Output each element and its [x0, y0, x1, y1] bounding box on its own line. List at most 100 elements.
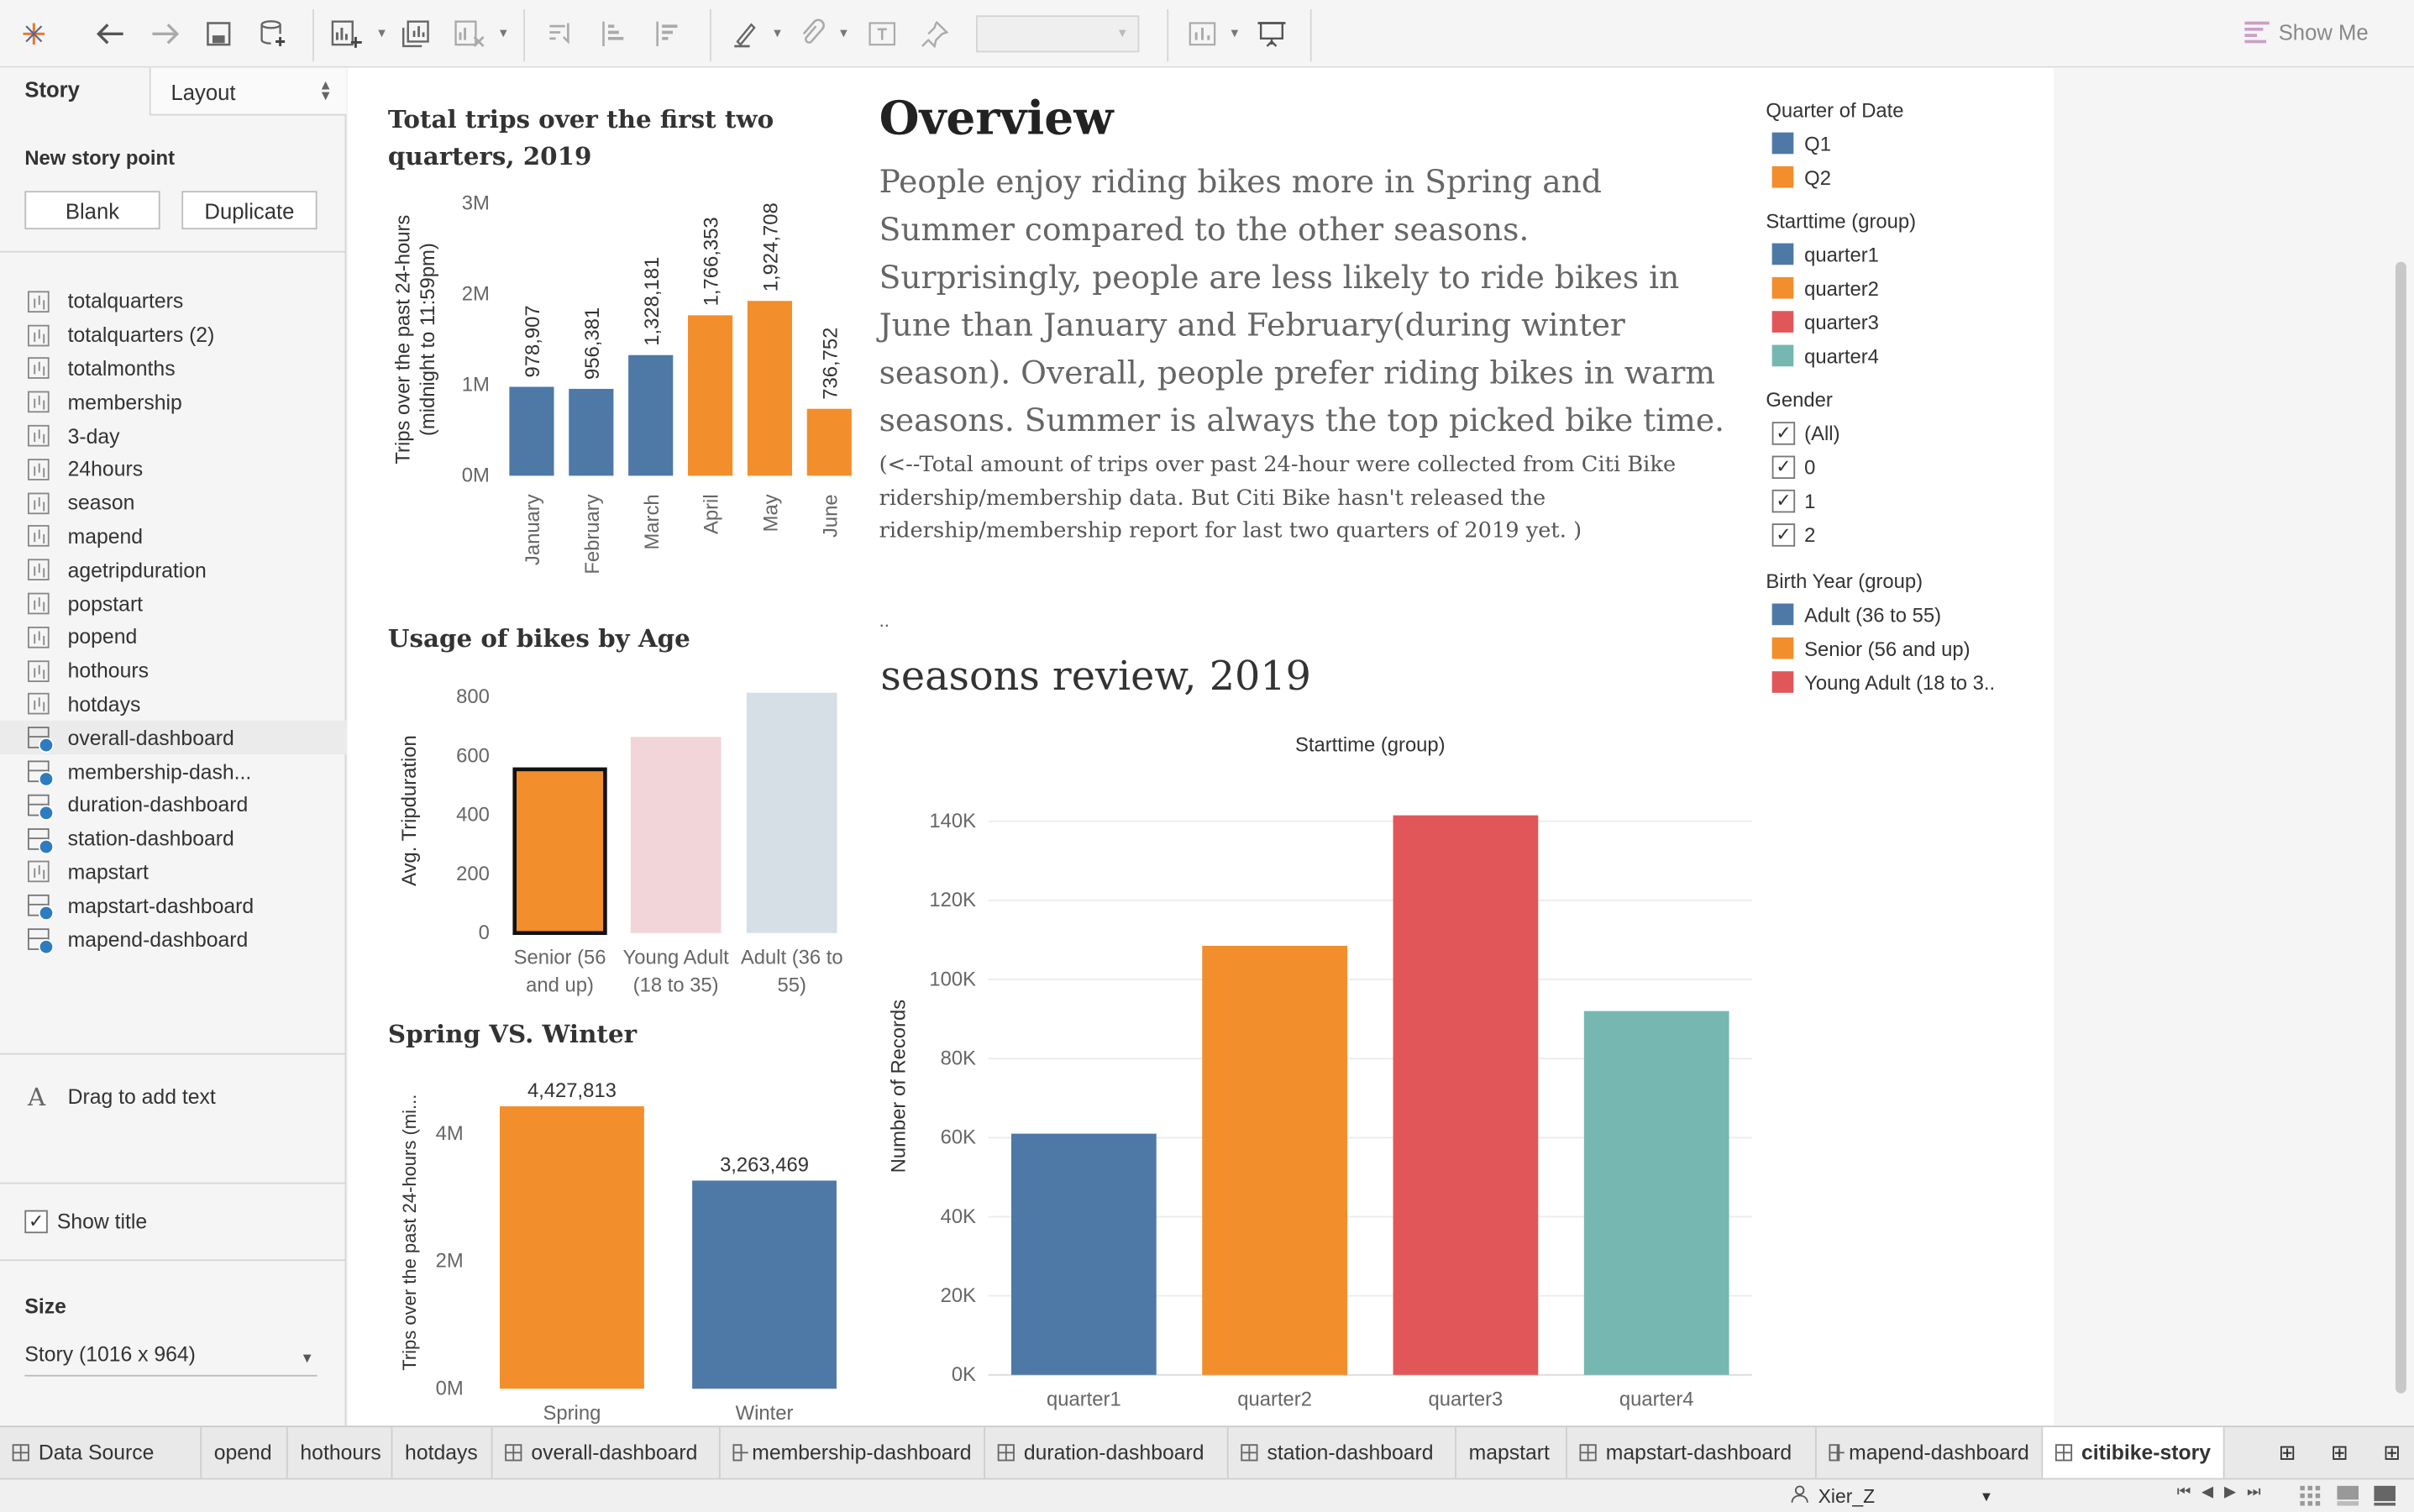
new-dashboard-icon[interactable]: ⊞: [2331, 1440, 2348, 1464]
tableau-logo-icon[interactable]: [15, 15, 52, 52]
filter-item[interactable]: ✓ 0: [1766, 449, 1839, 483]
grid-view-icon[interactable]: [2300, 1485, 2322, 1506]
filter-item[interactable]: ✓ 2: [1766, 517, 1839, 551]
highlight-icon[interactable]: [727, 15, 764, 52]
size-select[interactable]: Story (1016 x 964) ▼: [24, 1342, 317, 1377]
worksheet-icon: [27, 525, 50, 548]
filter-checkbox[interactable]: ✓: [1771, 421, 1796, 444]
tab-membership-dashboard[interactable]: membership-dashboard: [721, 1427, 986, 1478]
sheet-item[interactable]: mapstart: [0, 855, 346, 889]
back-icon[interactable]: [92, 15, 129, 52]
chevron-down-icon[interactable]: ▼: [837, 26, 850, 40]
filter-item[interactable]: ✓ 1: [1766, 484, 1839, 517]
seasons-chart[interactable]: 0K 20K 40K 60K 80K 100K 120K 140K Number of Reco…: [880, 721, 1761, 1425]
show-title-checkbox[interactable]: ✓: [24, 1210, 48, 1234]
legend-item[interactable]: Q2: [1766, 160, 1903, 194]
fit-icon[interactable]: [1185, 15, 1222, 52]
sheet-item[interactable]: mapstart-dashboard: [0, 889, 346, 922]
tab-citibike-story[interactable]: citibike-story: [2043, 1427, 2225, 1478]
filter-item[interactable]: ✓ (All): [1766, 416, 1840, 449]
sheet-item[interactable]: 3-day: [0, 419, 346, 453]
filter-checkbox[interactable]: ✓: [1771, 488, 1796, 512]
tabs-view-icon[interactable]: [2374, 1485, 2396, 1506]
tab-mapstart[interactable]: mapstart: [1456, 1427, 1567, 1478]
sheet-item[interactable]: totalmonths: [0, 352, 346, 386]
tab-hotdays[interactable]: hotdays: [392, 1427, 493, 1478]
sheet-item-label: membership: [67, 391, 182, 414]
age-usage-chart[interactable]: 0 200 400 600 800 Avg. Tripduration Senior (56…: [388, 669, 865, 1008]
group-icon[interactable]: [793, 15, 830, 52]
vertical-scrollbar[interactable]: [2395, 261, 2406, 1394]
legend-item[interactable]: quarter1: [1766, 237, 1916, 270]
legend-item[interactable]: quarter3: [1766, 305, 1916, 339]
pin-icon[interactable]: [916, 15, 953, 52]
tab-duration-dashboard[interactable]: duration-dashboard: [985, 1427, 1229, 1478]
sheet-item[interactable]: overall-dashboard: [0, 721, 347, 755]
label-icon[interactable]: [863, 15, 900, 52]
chevron-down-icon[interactable]: ▼: [1228, 26, 1241, 40]
sheet-item[interactable]: hotdays: [0, 688, 346, 722]
new-data-source-icon[interactable]: [254, 15, 291, 52]
duplicate-button[interactable]: Duplicate: [181, 191, 317, 230]
duplicate-sheet-icon[interactable]: [399, 15, 436, 52]
tab-mapend-dashboard[interactable]: mapend-dashboard: [1817, 1427, 2044, 1478]
chevron-down-icon[interactable]: ▼: [375, 26, 388, 40]
sheet-item[interactable]: popend: [0, 621, 346, 654]
tab-overall-dashboard[interactable]: overall-dashboard: [493, 1427, 721, 1478]
chevron-down-icon[interactable]: ▼: [497, 26, 510, 40]
tab-data-source[interactable]: Data Source: [0, 1427, 202, 1478]
tab-station-dashboard[interactable]: station-dashboard: [1229, 1427, 1456, 1478]
sheet-item[interactable]: popstart: [0, 587, 346, 621]
new-story-icon[interactable]: ⊞: [2383, 1440, 2401, 1464]
user-menu[interactable]: Xier_Z ▼: [1791, 1484, 1993, 1507]
first-icon[interactable]: ⏮: [2176, 1483, 2191, 1502]
fit-dropdown[interactable]: ▼: [976, 15, 1140, 53]
legend-item[interactable]: quarter4: [1766, 339, 1916, 372]
presentation-icon[interactable]: [1253, 15, 1290, 52]
new-worksheet-icon[interactable]: [328, 15, 365, 52]
next-icon[interactable]: ▶: [2223, 1483, 2237, 1502]
legend-item[interactable]: Senior (56 and up): [1766, 631, 1995, 664]
legend-item[interactable]: Adult (36 to 55): [1766, 597, 1995, 631]
sheet-item[interactable]: season: [0, 486, 346, 520]
tab-mapstart-dashboard[interactable]: mapstart-dashboard: [1567, 1427, 1817, 1478]
monthly-trips-chart[interactable]: 0M 1M 2M 3M Trips over the past 24-hours (mid…: [388, 177, 865, 601]
sheet-item[interactable]: membership-dash...: [0, 754, 346, 788]
tab-opend[interactable]: opend: [202, 1427, 288, 1478]
swap-icon[interactable]: [542, 15, 579, 52]
blank-button[interactable]: Blank: [24, 191, 160, 230]
show-title-toggle[interactable]: ✓ Show title: [24, 1210, 147, 1234]
legend-item[interactable]: Young Adult (18 to 3..: [1766, 665, 1995, 699]
sheet-item[interactable]: duration-dashboard: [0, 788, 346, 822]
sheet-item[interactable]: totalquarters: [0, 285, 346, 318]
clear-sheet-icon[interactable]: [451, 15, 488, 52]
filmstrip-view-icon[interactable]: [2337, 1485, 2359, 1506]
sort-asc-icon[interactable]: [596, 15, 632, 52]
sort-desc-icon[interactable]: [649, 15, 686, 52]
last-icon[interactable]: ⏭: [2246, 1483, 2261, 1502]
sheet-item[interactable]: hothours: [0, 654, 346, 688]
new-worksheet-icon[interactable]: ⊞: [2278, 1440, 2296, 1464]
tab-story[interactable]: Story: [24, 76, 80, 102]
sheet-item[interactable]: membership: [0, 386, 346, 419]
chevron-down-icon[interactable]: ▼: [771, 26, 784, 40]
save-icon[interactable]: [200, 15, 237, 52]
spring-winter-chart[interactable]: 0M 2M 4M Trips over the past 24-hours (mi..…: [388, 1063, 865, 1426]
tab-layout[interactable]: Layout ▲ ▼: [149, 67, 347, 116]
sheet-item[interactable]: station-dashboard: [0, 822, 346, 855]
sheet-item[interactable]: 24hours: [0, 453, 346, 486]
show-me-button[interactable]: Show Me: [2244, 20, 2369, 45]
forward-icon[interactable]: [146, 15, 183, 52]
filter-checkbox[interactable]: ✓: [1771, 454, 1796, 479]
tab-hothours[interactable]: hothours: [288, 1427, 393, 1478]
prev-icon[interactable]: ◀: [2201, 1483, 2214, 1502]
data-label: 956,381: [581, 307, 604, 380]
sheet-item[interactable]: mapend: [0, 520, 346, 554]
drag-to-add-text[interactable]: A Drag to add text: [28, 1083, 216, 1112]
sheet-item[interactable]: agetripduration: [0, 554, 346, 587]
filter-checkbox[interactable]: ✓: [1771, 522, 1796, 546]
legend-item[interactable]: quarter2: [1766, 271, 1916, 305]
sheet-item[interactable]: totalquarters (2): [0, 318, 346, 352]
legend-item[interactable]: Q1: [1766, 126, 1903, 160]
sheet-item[interactable]: mapend-dashboard: [0, 922, 346, 956]
